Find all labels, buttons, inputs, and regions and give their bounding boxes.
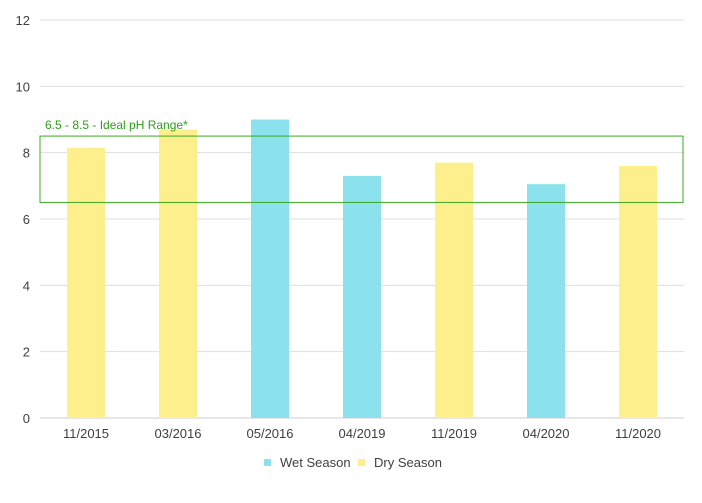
legend-swatch xyxy=(264,459,271,466)
legend-label: Dry Season xyxy=(374,455,442,470)
ideal-range-label: 6.5 - 8.5 - Ideal pH Range* xyxy=(45,118,188,132)
axes: 0 2 4 6 8 10 12 11/2015 03/2016 05/2016 04/2019 11/… xyxy=(16,13,661,441)
ideal-range-annotation: 6.5 - 8.5 - Ideal pH Range* xyxy=(39,118,684,203)
x-tick-label: 04/2019 xyxy=(339,426,386,441)
y-tick-label: 8 xyxy=(23,146,30,161)
y-tick-label: 10 xyxy=(16,79,30,94)
x-tick-label: 03/2016 xyxy=(155,426,202,441)
x-tick-label: 11/2015 xyxy=(63,426,109,441)
y-tick-label: 0 xyxy=(23,411,30,426)
y-tick-label: 4 xyxy=(23,278,30,293)
bars xyxy=(67,119,657,419)
bar-03-2016 xyxy=(159,129,197,418)
bar-04-2019 xyxy=(343,175,381,418)
ideal-range-box xyxy=(39,135,684,203)
legend: Wet Season Dry Season xyxy=(264,455,442,470)
y-tick-label: 12 xyxy=(16,13,30,28)
x-tick-label: 11/2019 xyxy=(431,426,477,441)
legend-swatch xyxy=(358,459,365,466)
bar-11-2015 xyxy=(67,147,105,419)
y-tick-label: 2 xyxy=(23,345,30,360)
bar-11-2020 xyxy=(619,165,657,418)
x-tick-label: 11/2020 xyxy=(615,426,661,441)
bar-05-2016 xyxy=(251,119,289,418)
legend-label: Wet Season xyxy=(280,455,351,470)
x-tick-label: 04/2020 xyxy=(523,426,570,441)
bar-04-2020 xyxy=(527,184,565,418)
bar-11-2019 xyxy=(435,162,473,418)
x-tick-label: 05/2016 xyxy=(247,426,294,441)
y-tick-label: 6 xyxy=(23,212,30,227)
